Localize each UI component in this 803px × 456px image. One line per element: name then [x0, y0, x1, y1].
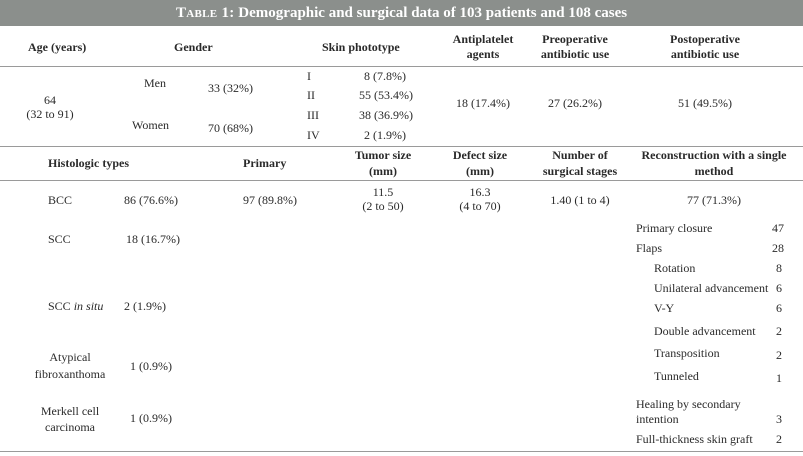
header-preop-line1: Preoperative [542, 32, 608, 46]
recon-unilateral-advancement-label: Unilateral advancement [654, 281, 769, 295]
histologic-scc-label: SCC [48, 232, 71, 246]
histologic-scc-in-situ-value: 2 (1.9%) [124, 299, 166, 313]
table-title-bar: Table 1: Demographic and surgical data o… [0, 0, 803, 26]
phototype-2-value: 55 (53.4%) [359, 88, 413, 102]
defect-size-value: 16.3 [469, 185, 491, 199]
phototype-1-value: 8 (7.8%) [364, 69, 406, 83]
recon-skin-graft-value: 2 [776, 432, 782, 446]
phototype-4-value: 2 (1.9%) [364, 128, 406, 142]
histologic-scc-in-situ-label: SCC in situ [48, 299, 103, 313]
recon-secondary-intention-label-line1: Healing by secondary [636, 397, 741, 411]
reconstruction-single-value: 77 (71.3%) [687, 193, 741, 207]
table-label: Table 1: [175, 4, 235, 21]
header-reconstruction-line1: Reconstruction with a single [641, 148, 787, 162]
gender-women-label: Women [132, 118, 170, 132]
phototype-3-label: III [307, 108, 319, 122]
table-title: Demographic and surgical data of 103 pat… [238, 4, 628, 21]
histologic-afx-label-line2: fibroxanthoma [34, 367, 106, 381]
recon-tunneled-value: 1 [776, 371, 782, 385]
histologic-merkel-label-line1: Merkell cell [40, 404, 100, 418]
histologic-merkel-label-line2: carcinoma [45, 420, 95, 434]
primary-value: 97 (89.8%) [243, 193, 297, 207]
recon-double-advancement-value: 2 [776, 324, 782, 338]
recon-double-advancement-label: Double advancement [654, 324, 756, 338]
recon-secondary-intention-value: 3 [776, 412, 782, 426]
recon-v-y-label: V-Y [654, 301, 675, 315]
recon-flaps-label: Flaps [636, 241, 663, 255]
header-skin-phototype: Skin phototype [322, 40, 400, 54]
histologic-scc-in-situ-italic: in situ [73, 299, 104, 313]
surgical-stages-value: 1.40 (1 to 4) [550, 193, 610, 207]
postop-value: 51 (49.5%) [678, 96, 732, 110]
defect-size-range: (4 to 70) [459, 199, 501, 213]
header-age: Age (years) [28, 40, 87, 54]
age-value: 64 [44, 93, 56, 107]
tumor-size-range: (2 to 50) [362, 199, 404, 213]
divider [0, 451, 803, 452]
histologic-bcc-value: 86 (76.6%) [124, 193, 178, 207]
header-histologic-types: Histologic types [48, 156, 129, 170]
header-postop-line1: Postoperative [670, 32, 740, 46]
phototype-2-label: II [307, 88, 315, 102]
recon-unilateral-advancement-value: 6 [776, 281, 782, 295]
histologic-afx-label-line1: Atypical [49, 350, 91, 364]
histologic-merkel-value: 1 (0.9%) [130, 411, 172, 425]
recon-transposition-label: Transposition [654, 346, 720, 360]
divider [0, 66, 803, 67]
divider [0, 146, 803, 147]
header-antiplatelet-line2: agents [466, 47, 500, 61]
histologic-afx-value: 1 (0.9%) [130, 359, 172, 373]
recon-skin-graft-label: Full-thickness skin graft [636, 432, 753, 446]
histologic-scc-in-situ-prefix: SCC [48, 299, 74, 313]
recon-flaps-value: 28 [772, 241, 784, 255]
histologic-bcc-label: BCC [48, 193, 73, 207]
preop-value: 27 (26.2%) [548, 96, 602, 110]
phototype-3-value: 38 (36.9%) [359, 108, 413, 122]
phototype-1-label: I [307, 69, 311, 83]
recon-rotation-value: 8 [776, 261, 782, 275]
header-postop-line2: antibiotic use [670, 47, 740, 61]
recon-transposition-value: 2 [776, 348, 782, 362]
header-preop-line2: antibiotic use [540, 47, 610, 61]
header-gender: Gender [174, 40, 213, 54]
histologic-scc-value: 18 (16.7%) [126, 232, 180, 246]
header-primary: Primary [243, 156, 287, 170]
recon-secondary-intention-label-line2: intention [636, 412, 679, 426]
header-tumor-size-line2: (mm) [369, 164, 397, 178]
header-defect-size-line1: Defect size [452, 148, 508, 162]
recon-primary-closure-value: 47 [772, 221, 784, 235]
header-stages-line1: Number of [552, 148, 608, 162]
recon-primary-closure-label: Primary closure [636, 221, 713, 235]
recon-v-y-value: 6 [776, 301, 782, 315]
header-antiplatelet-line1: Antiplatelet [452, 32, 514, 46]
antiplatelet-value: 18 (17.4%) [456, 96, 510, 110]
recon-tunneled-label: Tunneled [654, 369, 699, 383]
tumor-size-value: 11.5 [372, 185, 394, 199]
age-range: (32 to 91) [26, 107, 74, 121]
header-defect-size-line2: (mm) [466, 164, 494, 178]
divider [0, 180, 803, 181]
header-stages-line2: surgical stages [542, 164, 618, 178]
gender-men-label: Men [144, 76, 166, 90]
phototype-4-label: IV [307, 128, 320, 142]
header-tumor-size-line1: Tumor size [354, 148, 412, 162]
gender-men-value: 33 (32%) [208, 81, 253, 95]
recon-rotation-label: Rotation [654, 261, 696, 275]
gender-women-value: 70 (68%) [208, 121, 253, 135]
header-reconstruction-line2: method [694, 164, 734, 178]
